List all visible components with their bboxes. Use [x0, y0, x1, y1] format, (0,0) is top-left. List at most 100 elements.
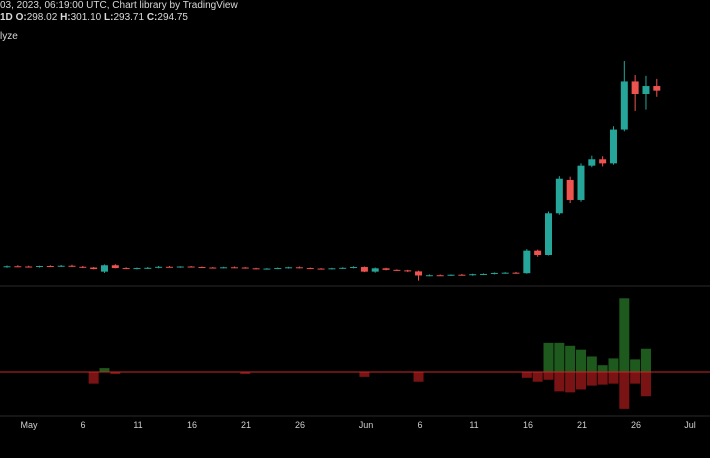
candle	[209, 267, 217, 269]
candle	[566, 176, 574, 204]
candle-body	[371, 268, 379, 272]
indicator-label: lyze	[0, 31, 18, 42]
candle-body	[165, 266, 173, 268]
candle-body	[512, 272, 520, 274]
candle-body	[425, 275, 433, 277]
candle	[220, 266, 228, 269]
candle-body	[620, 81, 628, 130]
candle	[35, 265, 43, 268]
ohlc-legend: 1D O:298.02 H:301.10 L:293.71 C:294.75	[0, 12, 188, 23]
candle-body	[393, 269, 401, 271]
candle	[447, 274, 455, 276]
candle-body	[46, 266, 54, 268]
candle	[25, 265, 33, 268]
candle	[620, 60, 628, 132]
candle-body	[577, 165, 585, 200]
candle-body	[555, 178, 563, 214]
volume-bar	[597, 365, 608, 372]
candle	[404, 269, 412, 272]
candle-body	[263, 268, 271, 270]
candle-body	[3, 266, 11, 268]
time-axis: May 6 11 16 21 26 Jun 6 11 16 21 26 Jul	[20, 420, 695, 430]
candle	[501, 272, 509, 274]
candle	[415, 270, 423, 281]
high-label: H:	[60, 12, 71, 23]
candle	[339, 267, 347, 269]
candle	[68, 264, 76, 267]
x-tick-label: 11	[469, 420, 478, 430]
candle-body	[317, 268, 325, 270]
candle-body	[176, 266, 184, 268]
volume-bar	[640, 348, 651, 372]
candle-body	[588, 159, 596, 166]
candle	[274, 267, 282, 270]
candle-body	[133, 268, 141, 270]
candle-body	[534, 250, 542, 256]
candle-body	[14, 266, 22, 268]
candle-body	[566, 180, 574, 200]
candle	[100, 264, 108, 273]
volume-bar	[565, 345, 576, 372]
candle-body	[339, 267, 347, 269]
candle-body	[490, 272, 498, 274]
candle-body	[144, 267, 152, 269]
volume-bar-negative	[565, 372, 576, 393]
candle-body	[100, 265, 108, 272]
candle	[14, 265, 22, 268]
x-tick-label: 21	[241, 420, 251, 430]
candle-body	[90, 267, 98, 270]
volume-bar-negative	[554, 372, 565, 392]
candle	[436, 274, 444, 277]
open-value: 298.02	[26, 12, 58, 23]
candle-body	[328, 268, 336, 270]
chart-title-line: 03, 2023, 06:19:00 UTC, Chart library by…	[0, 0, 238, 11]
candle	[382, 267, 390, 271]
x-tick-label: Jul	[684, 420, 696, 430]
x-tick-label: 16	[523, 420, 533, 430]
candle-body	[274, 268, 282, 270]
x-tick-label: May	[20, 420, 38, 430]
volume-bar-negative	[575, 372, 586, 390]
candle	[133, 267, 141, 270]
candle-body	[382, 268, 390, 270]
x-tick-label: 16	[187, 420, 197, 430]
candle-body	[609, 129, 617, 164]
candle	[46, 265, 54, 268]
candle	[577, 163, 585, 202]
candle-body	[122, 268, 130, 270]
candle-body	[523, 250, 531, 274]
x-tick-label: Jun	[359, 420, 374, 430]
candle	[469, 273, 477, 276]
candle-body	[642, 86, 650, 94]
x-tick-label: 6	[80, 420, 85, 430]
candle	[523, 249, 531, 274]
candle	[252, 267, 260, 270]
x-tick-label: 26	[295, 420, 305, 430]
candle	[480, 273, 488, 275]
open-label: O:	[15, 12, 27, 23]
candle-body	[360, 267, 368, 272]
low-label: L:	[104, 12, 114, 23]
candle-body	[469, 274, 477, 276]
volume-bar-negative	[640, 372, 651, 397]
candle-body	[545, 213, 552, 256]
candle-body	[404, 270, 412, 272]
candle-body	[220, 267, 228, 269]
close-value: 294.75	[157, 12, 188, 23]
candle-body	[111, 265, 119, 269]
candle-body	[187, 266, 195, 268]
candle	[230, 266, 238, 269]
volume-bar-negative	[608, 372, 619, 384]
candle-body	[241, 267, 249, 269]
candle	[631, 75, 639, 111]
volume-bar	[359, 372, 370, 377]
candle-body	[436, 275, 444, 277]
candle-body	[25, 266, 33, 268]
candle-body	[447, 274, 455, 276]
candle	[111, 264, 119, 269]
candle	[285, 266, 293, 269]
candle	[176, 266, 184, 268]
candle	[555, 176, 563, 215]
